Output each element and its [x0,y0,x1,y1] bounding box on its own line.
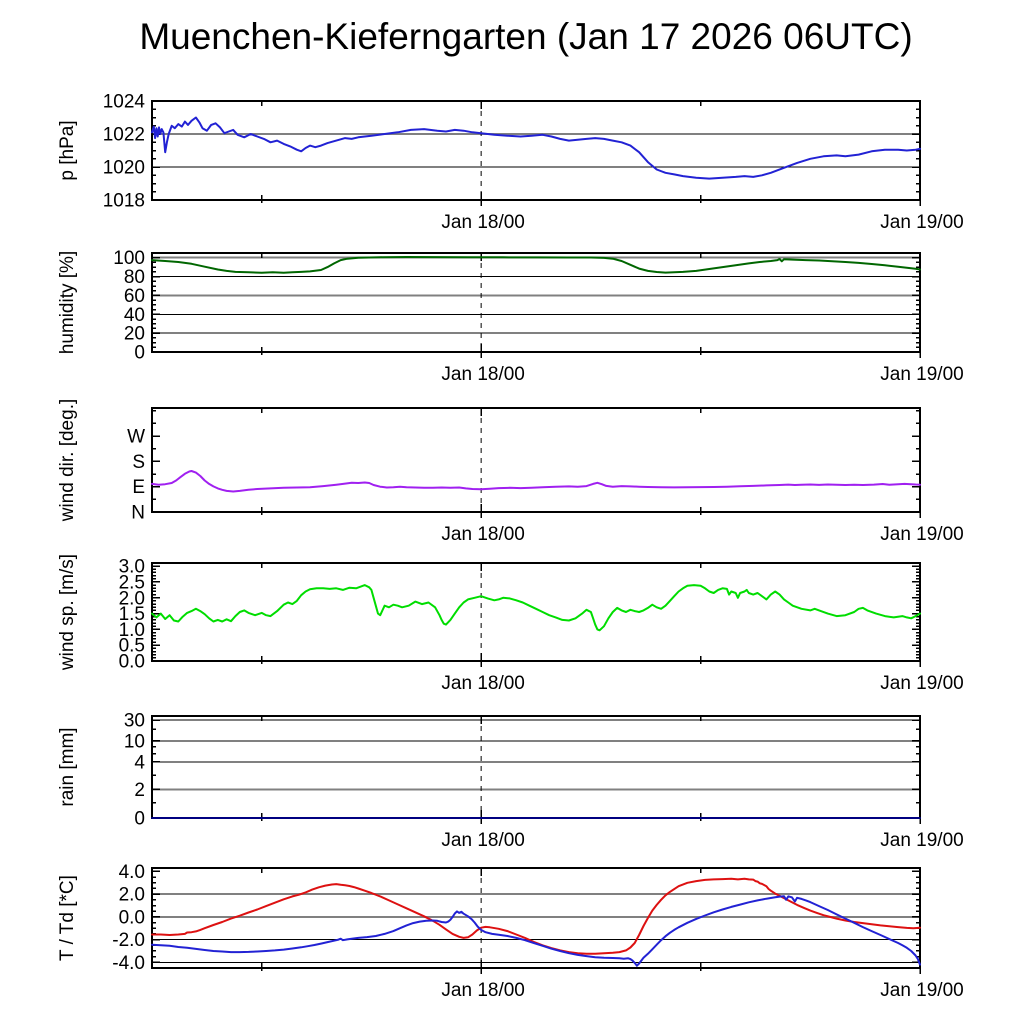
wind-direction-xtick-label: Jan 19/00 [880,524,963,545]
temperature-xtick-label: Jan 19/00 [880,980,963,1001]
chart-title: Muenchen-Kieferngarten (Jan 17 2026 06UT… [139,16,913,57]
rain-xtick-label: Jan 19/00 [880,830,963,851]
wind-direction-frame [151,407,921,513]
wind-direction-ytick-label: N [131,503,145,524]
temperature-ytick-label: 4.0 [119,862,145,883]
wind-direction-ytick-label: E [132,477,145,498]
panel-pressure: 1018 1020 1022 1024 Jan 18/00 Jan 19/00 p [hPa… [57,92,964,234]
wind-speed-ytick-label: 3.0 [119,557,145,578]
humidity-series-line [151,256,921,274]
wind-speed-series-line [151,584,921,632]
pressure-series-line [151,116,921,180]
wind-speed-ytick-label: 1.0 [119,620,145,641]
rain-ytick-label: 2 [134,780,145,801]
wind-direction-ytick-label: S [132,452,145,473]
rain-xtick-label: Jan 18/00 [441,830,524,851]
wind-direction-ytick-label: W [127,427,145,448]
pressure-xtick-label: Jan 18/00 [441,212,524,233]
wind-speed-axis-label: wind sp. [m/s] [57,554,78,671]
pressure-xtick-label: Jan 19/00 [880,212,963,233]
wind-speed-ytick-label: 2.5 [119,572,145,593]
humidity-ytick-label: 0 [134,343,145,364]
panel-wind-speed: 0.00.51.01.52.02.53.0 Jan 18/00 Jan 19/00 w… [57,554,964,694]
humidity-ytick-label: 20 [124,324,145,345]
rain-axis-label: rain [mm] [57,727,78,806]
humidity-ytick-label: 40 [124,305,145,326]
humidity-ytick-label: 80 [124,267,145,288]
wind-speed-ytick-label: 1.5 [119,604,145,625]
temperature-xtick-label: Jan 18/00 [441,980,524,1001]
humidity-xtick-label: Jan 18/00 [441,364,524,385]
rain-frame [151,715,921,819]
temperature-ytick-label: 2.0 [119,885,145,906]
humidity-ytick-label: 100 [113,248,145,269]
humidity-xtick-label: Jan 19/00 [880,364,963,385]
wind-speed-xtick-label: Jan 18/00 [441,673,524,694]
rain-ytick-label: 10 [124,731,145,752]
wind-speed-ytick-label: 0.5 [119,636,145,657]
wind-speed-xtick-label: Jan 19/00 [880,673,963,694]
rain-ytick-label: 0 [134,809,145,830]
temperature-ytick-label: -4.0 [112,953,145,974]
wind-speed-frame [151,562,921,662]
rain-ytick-label: 4 [134,752,145,773]
pressure-axis-label: p [hPa] [57,120,78,180]
temperature-axis-label: T / Td [*C] [57,875,78,961]
pressure-frame [151,100,921,201]
wind-speed-ytick-label: 2.0 [119,588,145,609]
wind-direction-xtick-label: Jan 18/00 [441,524,524,545]
temperature-ytick-label: -2.0 [112,930,145,951]
wind-speed-ytick-label: 0.0 [119,652,145,673]
pressure-ytick-label: 1022 [103,125,145,146]
pressure-ytick-label: 1024 [103,92,146,113]
panel-temperature: -4.0-2.00.02.04.0 Jan 18/00 Jan 19/00 T / T… [57,862,964,1001]
humidity-axis-label: humidity [%] [57,251,78,354]
temperature-ytick-label: 0.0 [119,907,145,928]
humidity-frame [151,252,921,353]
pressure-ytick-label: 1020 [103,158,145,179]
temperature-frame [151,867,921,969]
humidity-ytick-label: 60 [124,286,145,307]
pressure-ytick-label: 1018 [103,191,145,212]
wind-direction-axis-label: wind dir. [deg.] [57,399,78,523]
wind-direction-series-line [151,470,921,493]
dewpoint-series-line [151,895,921,967]
rain-ytick-label: 30 [124,711,145,732]
